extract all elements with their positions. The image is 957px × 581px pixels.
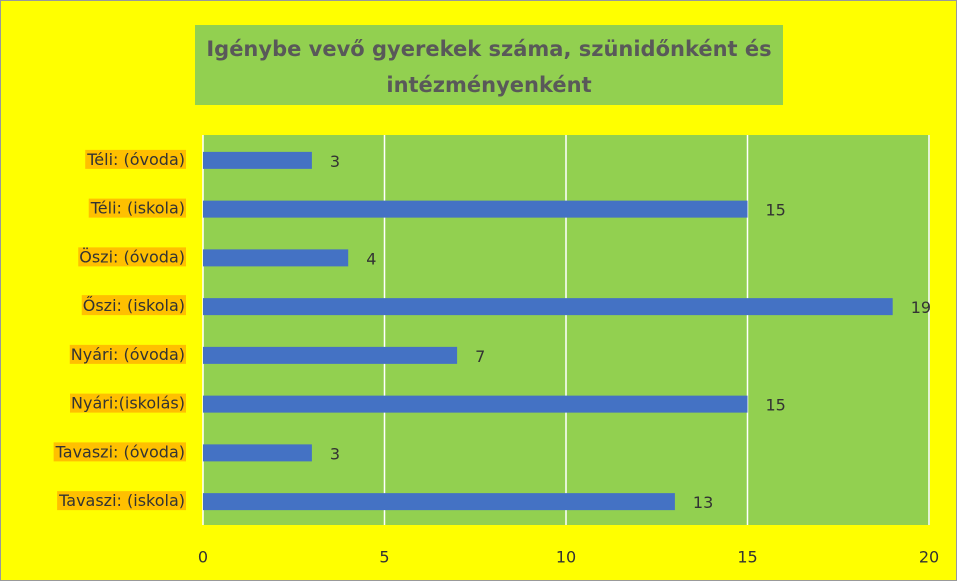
y-tick-label: Öszi: (óvoda) [79,247,185,266]
value-label: 13 [693,493,713,512]
value-label: 4 [366,249,376,268]
value-label: 19 [911,298,931,317]
value-label: 3 [330,444,340,463]
y-tick-label: Őszi: (iskola) [83,295,185,315]
category-label-bg [70,393,186,413]
category-label-bg [88,198,186,218]
bar [203,444,312,462]
y-tick-label: Téli: (óvoda) [86,150,185,169]
value-label: 15 [766,396,786,415]
bar [203,493,675,511]
y-tick-label: Nyári:(iskolás) [71,394,185,413]
bar [203,395,748,413]
chart-title: intézményenként [386,73,591,97]
y-tick-label: Nyári: (óvoda) [71,345,185,364]
value-label: 15 [766,201,786,220]
x-tick-label: 0 [198,548,208,567]
bar [203,249,349,267]
y-tick-label: Tavaszi: (iskola) [58,491,185,510]
chart-title: Igénybe vevő gyerekek száma, szünidőnkén… [206,37,771,61]
category-label-bg [81,295,186,316]
y-tick-label: Téli: (iskola) [90,199,185,218]
bar [203,200,748,218]
category-label-bg [53,442,186,462]
x-tick-label: 10 [556,548,576,567]
category-label-bg [85,149,186,169]
x-tick-label: 5 [379,548,389,567]
bar [203,346,458,364]
bar [203,151,312,169]
y-tick-label: Tavaszi: (óvoda) [55,442,185,461]
category-label-bg [69,344,186,364]
bar [203,298,893,316]
x-tick-label: 15 [737,548,757,567]
value-label: 7 [475,347,485,366]
title-box [195,25,783,105]
category-label-bg [57,491,186,511]
category-label-bg [78,247,186,267]
value-label: 3 [330,152,340,171]
x-tick-label: 20 [919,548,939,567]
